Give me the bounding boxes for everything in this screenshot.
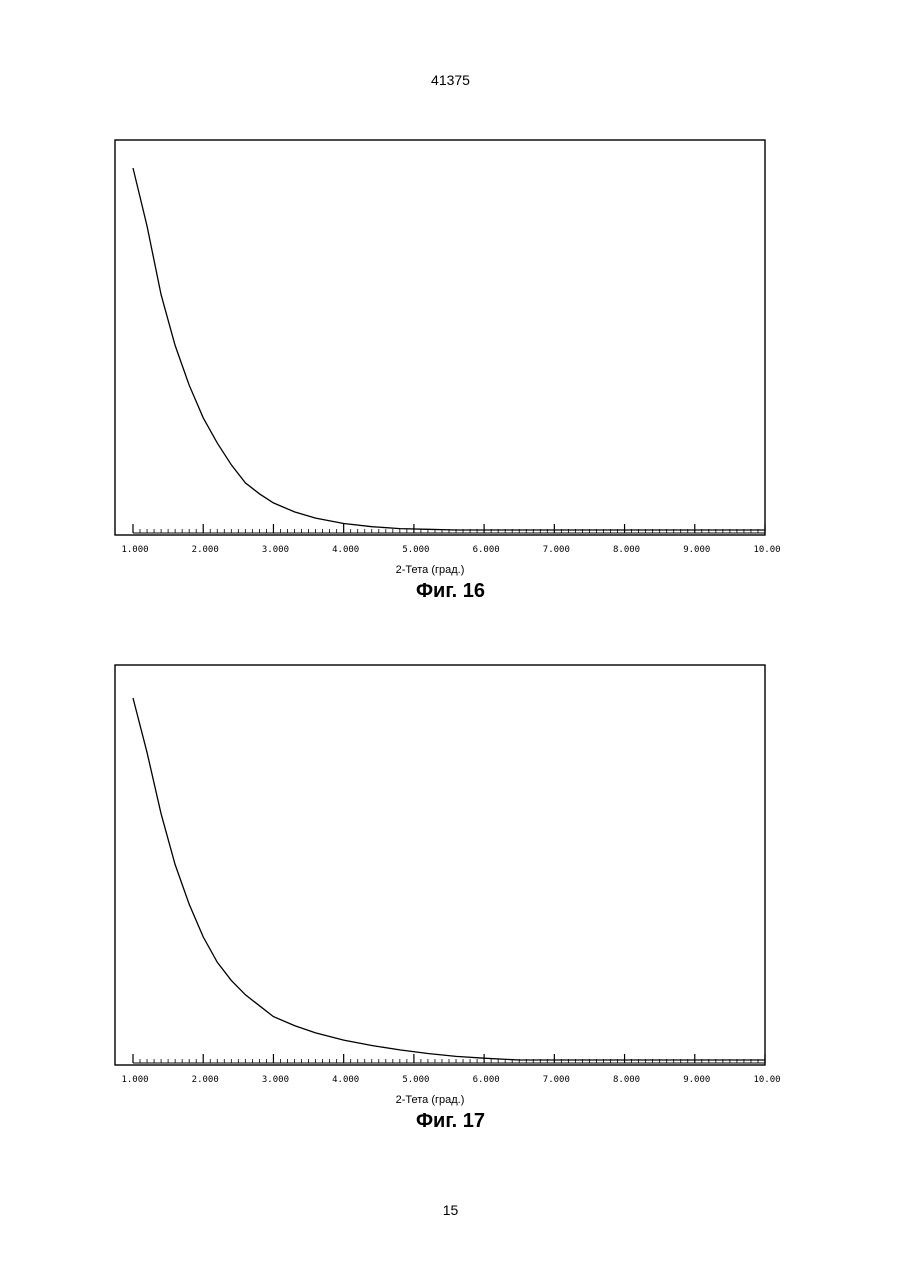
figure-caption: Фиг. 17 xyxy=(0,1110,901,1133)
x-tick-label: 7.000 xyxy=(543,1075,570,1085)
x-tick-label: 2.000 xyxy=(192,545,219,555)
x-tick-label: 8.000 xyxy=(613,545,640,555)
figure-caption: Фиг. 16 xyxy=(0,580,901,603)
x-tick-label: 2.000 xyxy=(192,1075,219,1085)
diffraction-curve xyxy=(133,168,765,530)
x-tick-label: 9.000 xyxy=(683,1075,710,1085)
x-tick-label: 6.000 xyxy=(473,1075,500,1085)
x-tick-label: 3.000 xyxy=(262,1075,289,1085)
plot-frame xyxy=(115,140,765,535)
x-tick-label: 5.000 xyxy=(402,545,429,555)
x-tick-label: 9.000 xyxy=(683,545,710,555)
page-number: 15 xyxy=(0,1202,901,1218)
xrd-chart-16: 1.000 2.000 3.000 4.000 5.000 6.000 7.000 8.000… xyxy=(100,110,800,580)
x-tick-label: 1.000 xyxy=(121,1075,148,1085)
page-header: 41375 xyxy=(0,72,901,88)
figure-16: 1.000 2.000 3.000 4.000 5.000 6.000 7.000 8.000… xyxy=(100,110,800,580)
x-axis-label: 2-Тета (град.) xyxy=(396,1094,465,1106)
x-tick-label: 5.000 xyxy=(402,1075,429,1085)
plot-frame xyxy=(115,665,765,1065)
xrd-chart-17: 1.000 2.000 3.000 4.000 5.000 6.000 7.000 8.000… xyxy=(100,640,800,1110)
diffraction-curve xyxy=(133,698,765,1060)
x-tick-label: 1.000 xyxy=(121,545,148,555)
x-tick-label: 6.000 xyxy=(473,545,500,555)
x-tick-label: 10.00 xyxy=(753,545,780,555)
figure-17: 1.000 2.000 3.000 4.000 5.000 6.000 7.000 8.000… xyxy=(100,640,800,1110)
x-tick-label: 8.000 xyxy=(613,1075,640,1085)
x-tick-label: 3.000 xyxy=(262,545,289,555)
x-tick-label: 10.00 xyxy=(753,1075,780,1085)
x-tick-label: 4.000 xyxy=(332,545,359,555)
x-axis-label: 2-Тета (град.) xyxy=(396,564,465,576)
x-tick-label: 4.000 xyxy=(332,1075,359,1085)
x-tick-label: 7.000 xyxy=(543,545,570,555)
